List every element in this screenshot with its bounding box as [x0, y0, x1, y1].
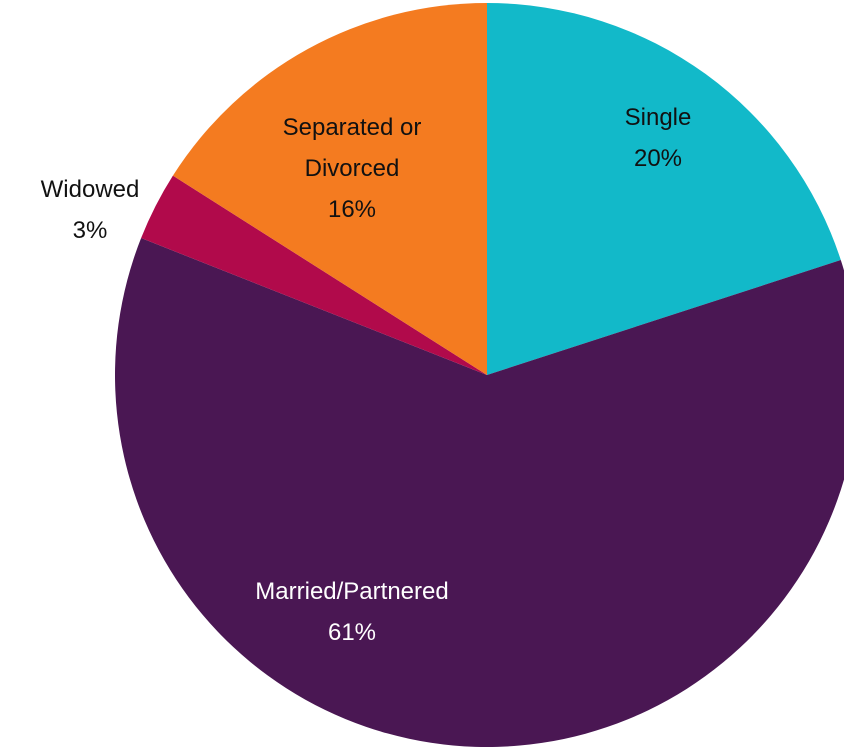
- pie-slice: [172, 3, 487, 375]
- pie-slice: [141, 175, 487, 375]
- pie-slice: [115, 238, 844, 747]
- pie-slice: [487, 3, 841, 375]
- category-label: Widowed: [40, 176, 140, 203]
- value-label: 20%: [633, 145, 683, 172]
- value-label: 61%: [327, 619, 377, 646]
- category-label: Separated or Divorced: [282, 114, 422, 182]
- value-label: 16%: [327, 196, 377, 223]
- category-label: Married/Partnered: [255, 578, 449, 605]
- value-label: 3%: [72, 217, 108, 244]
- slice-label: Widowed 3%: [10, 169, 170, 251]
- slice-label: Single 20%: [508, 97, 808, 179]
- category-label: Single: [624, 104, 692, 131]
- slice-label: Married/Partnered 61%: [202, 571, 502, 653]
- slice-label: Separated or Divorced 16%: [257, 107, 447, 230]
